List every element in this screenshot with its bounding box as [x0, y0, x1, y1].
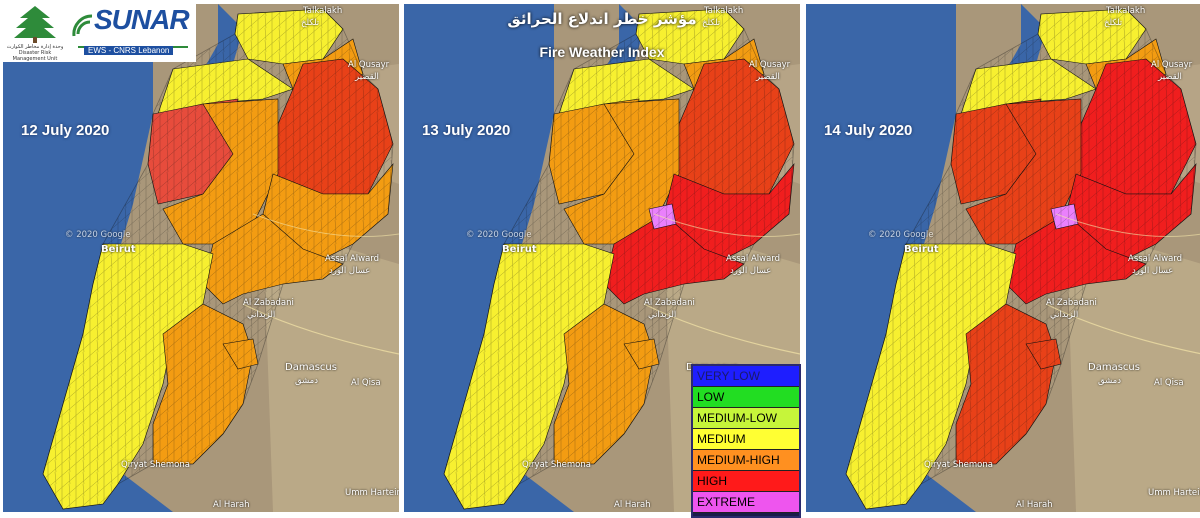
place-alharah: Al Harah	[213, 500, 250, 510]
place-assal-ar: عسال الورد	[329, 266, 371, 276]
place-assal: Assal Alward	[325, 254, 380, 264]
fwi-legend: VERY LOW LOW MEDIUM-LOW MEDIUM MEDIUM-HIGH HI…	[691, 364, 801, 518]
sunar-subtitle: EWS - CNRS Lebanon	[84, 46, 174, 55]
place-talkalakh-ar: تلكلخ	[1104, 18, 1123, 28]
place-beirut: Beirut	[101, 244, 136, 255]
place-alqusair: Al Qusayr	[749, 60, 791, 70]
place-alqisa: Al Qisa	[1154, 378, 1184, 388]
date-label: 12 July 2020	[21, 122, 110, 139]
place-alqusair: Al Qusayr	[1151, 60, 1193, 70]
place-zabadani: Al Zabadani	[243, 298, 294, 308]
legend-item-high: HIGH	[693, 471, 799, 492]
place-talkalakh: Talkalakh	[303, 6, 343, 16]
place-zabadani: Al Zabadani	[644, 298, 695, 308]
place-alqusair: Al Qusayr	[348, 60, 390, 70]
panel-map	[806, 4, 1200, 512]
place-beirut: Beirut	[904, 244, 939, 255]
district-borders	[845, 8, 1197, 510]
sunar-name: SUNAR	[94, 4, 190, 35]
place-talkalakh-ar: تلكلخ	[702, 18, 721, 28]
map-panel-3: 14 July 2020 Talkalakh تلكلخ Al Qusayr ا…	[806, 4, 1200, 512]
title-arabic: مؤشر خطر اندلاع الحرائق	[507, 10, 697, 28]
place-qiryat: Qiryat Shemona	[522, 460, 591, 470]
date-label: 14 July 2020	[824, 122, 913, 139]
place-alqusair-ar: القصير	[1158, 72, 1182, 82]
place-assal-ar: عسال الورد	[1132, 266, 1174, 276]
place-alqusair-ar: القصير	[355, 72, 379, 82]
place-talkalakh-ar: تلكلخ	[301, 18, 320, 28]
place-ummharetein: Umm Hartein	[345, 488, 399, 498]
legend-item-medium-low: MEDIUM-LOW	[693, 408, 799, 429]
place-damascus: Damascus	[1088, 362, 1140, 373]
place-beirut: Beirut	[502, 244, 537, 255]
legend-item-low: LOW	[693, 387, 799, 408]
place-zabadani-ar: الزبداني	[648, 310, 677, 320]
place-damascus-ar: دمشق	[295, 376, 319, 386]
place-damascus: Damascus	[285, 362, 337, 373]
title-english: Fire Weather Index	[539, 44, 665, 60]
place-ummharetein: Umm Hartein	[1148, 488, 1200, 498]
place-assal: Assal Alward	[1128, 254, 1183, 264]
logo-area: وحدة إدارة مخاطر الكوارث Disaster Risk M…	[0, 0, 196, 62]
cedar-caption: وحدة إدارة مخاطر الكوارث Disaster Risk M…	[6, 44, 64, 62]
place-alqusair-ar: القصير	[756, 72, 780, 82]
map-panel-1: 12 July 2020 Talkalakh تلكلخ Al Qusayr ا…	[3, 4, 399, 512]
panel-map	[3, 4, 399, 512]
place-qiryat: Qiryat Shemona	[121, 460, 190, 470]
place-assal: Assal Alward	[726, 254, 781, 264]
legend-item-medium-high: MEDIUM-HIGH	[693, 450, 799, 471]
legend-item-medium: MEDIUM	[693, 429, 799, 450]
place-assal-ar: عسال الورد	[730, 266, 772, 276]
place-zabadani-ar: الزبداني	[247, 310, 276, 320]
map-copyright: © 2020 Google	[868, 230, 934, 240]
date-label: 13 July 2020	[422, 122, 511, 139]
place-alharah: Al Harah	[614, 500, 651, 510]
place-zabadani-ar: الزبداني	[1050, 310, 1079, 320]
place-qiryat: Qiryat Shemona	[924, 460, 993, 470]
place-talkalakh: Talkalakh	[1106, 6, 1146, 16]
cedar-logo-icon	[14, 6, 56, 43]
district-borders	[443, 8, 795, 510]
place-zabadani: Al Zabadani	[1046, 298, 1097, 308]
map-copyright: © 2020 Google	[65, 230, 131, 240]
place-damascus-ar: دمشق	[1098, 376, 1122, 386]
district-borders	[42, 8, 394, 510]
legend-item-extreme: EXTREME	[693, 492, 799, 513]
map-copyright: © 2020 Google	[466, 230, 532, 240]
legend-item-very-low: VERY LOW	[693, 366, 799, 387]
place-alqisa: Al Qisa	[351, 378, 381, 388]
place-alharah: Al Harah	[1016, 500, 1053, 510]
place-talkalakh: Talkalakh	[704, 6, 744, 16]
